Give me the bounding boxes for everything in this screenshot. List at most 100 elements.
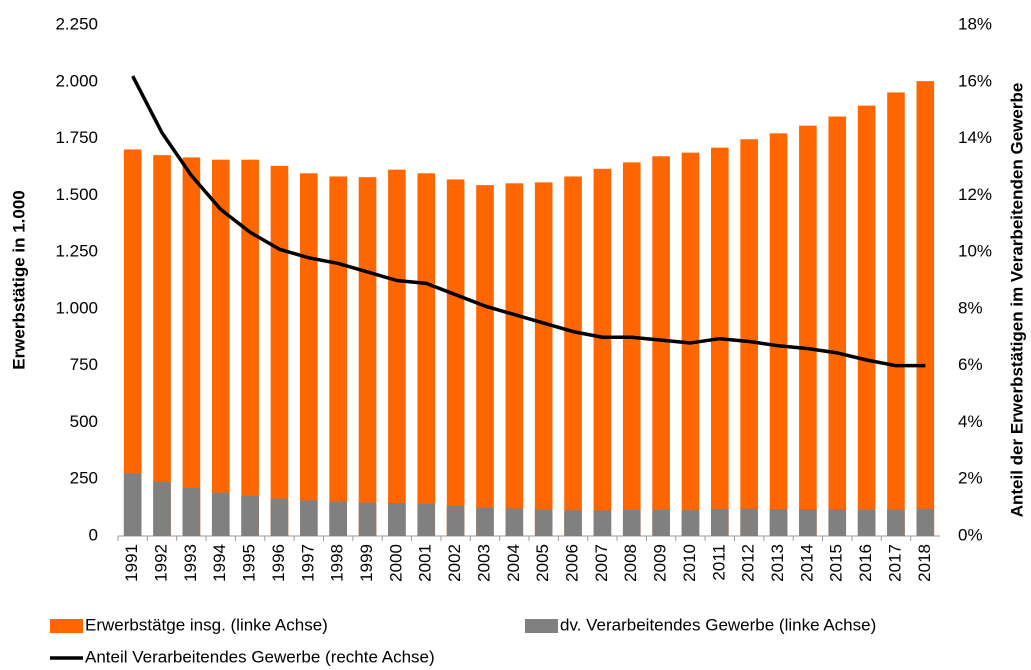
bar [153,481,171,536]
x-tick-label: 2010 [680,544,699,582]
y-tick-label: 500 [70,412,98,431]
x-tick-label: 1997 [298,544,317,582]
bar [799,125,817,536]
legend-label: Erwerbstätge insg. (linke Achse) [85,615,328,634]
x-tick-label: 2000 [386,544,405,582]
bar [652,509,670,536]
bar [622,509,641,536]
bar [476,507,494,536]
bar [564,176,582,537]
bar [300,173,318,536]
y-tick-label: 1.500 [55,185,98,204]
bar [740,508,758,536]
bar [534,182,553,536]
bar [446,179,465,537]
x-tick-label: 2005 [533,544,552,582]
x-tick-label: 2016 [856,544,875,582]
bar [270,165,289,536]
y-tick-label: 2.000 [55,71,98,90]
bar [711,508,729,536]
y-tick-label: 0 [89,525,98,544]
bar [769,508,788,536]
bar [916,508,935,536]
y2-tick-label: 12% [958,185,992,204]
y-tick-label: 1.000 [55,298,98,317]
bar [123,473,142,536]
legend-label: dv. Verarbeitendes Gewerbe (linke Achse) [560,615,876,634]
x-tick-label: 1994 [210,544,229,582]
bar [241,159,259,537]
bar [652,156,670,537]
bar [358,502,377,536]
y-axis-title: Erwerbstätige in 1.000 [9,190,28,370]
bar [329,501,347,536]
bar [916,81,935,537]
x-tick-label: 1993 [181,544,200,582]
x-tick-label: 2015 [827,544,846,582]
bar [182,487,201,536]
bar [329,176,347,537]
x-tick-label: 2017 [885,544,904,582]
bar [857,509,876,536]
y2-axis-title: Anteil der Erwerbstätigen im Verarbeiten… [1007,83,1026,518]
x-tick-label: 2008 [621,544,640,582]
x-tick-label: 1992 [152,544,171,582]
x-tick-label: 1991 [122,544,141,582]
y2-tick-label: 16% [958,71,992,90]
y-tick-label: 750 [70,355,98,374]
bar [534,509,553,536]
bar [123,149,142,536]
y2-tick-label: 4% [958,412,983,431]
bar [153,155,171,536]
x-tick-label: 2018 [915,544,934,582]
bar [828,116,847,536]
y2-tick-label: 6% [958,355,983,374]
y-tick-label: 1.250 [55,242,98,261]
x-tick-label: 2001 [416,544,435,582]
bar [622,162,641,536]
bar [505,508,524,536]
y-tick-label: 2.250 [55,14,98,33]
bar [593,168,612,536]
bar [211,159,230,537]
x-tick-label: 2004 [504,544,523,582]
bar [828,508,847,536]
x-tick-label: 1995 [240,544,259,582]
bar [564,510,582,536]
bar [358,177,377,537]
y-tick-label: 1.750 [55,128,98,147]
x-tick-label: 2006 [563,544,582,582]
bar [417,173,436,536]
x-tick-label: 1996 [269,544,288,582]
bar [740,139,758,537]
bar [388,503,406,536]
x-tick-label: 1998 [328,544,347,582]
bar [417,503,436,536]
y-tick-label: 250 [70,469,98,488]
x-tick-label: 2007 [592,544,611,582]
y2-tick-label: 18% [958,14,992,33]
bar [300,500,318,536]
x-tick-label: 2012 [739,544,758,582]
legend-label: Anteil Verarbeitendes Gewerbe (rechte Ac… [85,647,435,666]
x-tick-label: 2002 [445,544,464,582]
bar [270,498,289,536]
x-tick-label: 2011 [709,544,728,581]
y2-tick-label: 0% [958,525,983,544]
y2-tick-label: 14% [958,128,992,147]
line [131,75,926,368]
bar [182,157,201,537]
legend-swatch [50,619,83,633]
x-tick-label: 2014 [797,544,816,582]
y2-tick-label: 8% [958,298,983,317]
bar [887,92,905,537]
bar [593,510,612,536]
bar [857,105,876,536]
x-tick-label: 2003 [474,544,493,582]
bar [211,492,230,536]
bar [681,509,700,536]
y2-tick-label: 10% [958,242,992,261]
x-tick-label: 2013 [768,544,787,582]
bar [241,495,259,536]
y2-tick-label: 2% [958,469,983,488]
